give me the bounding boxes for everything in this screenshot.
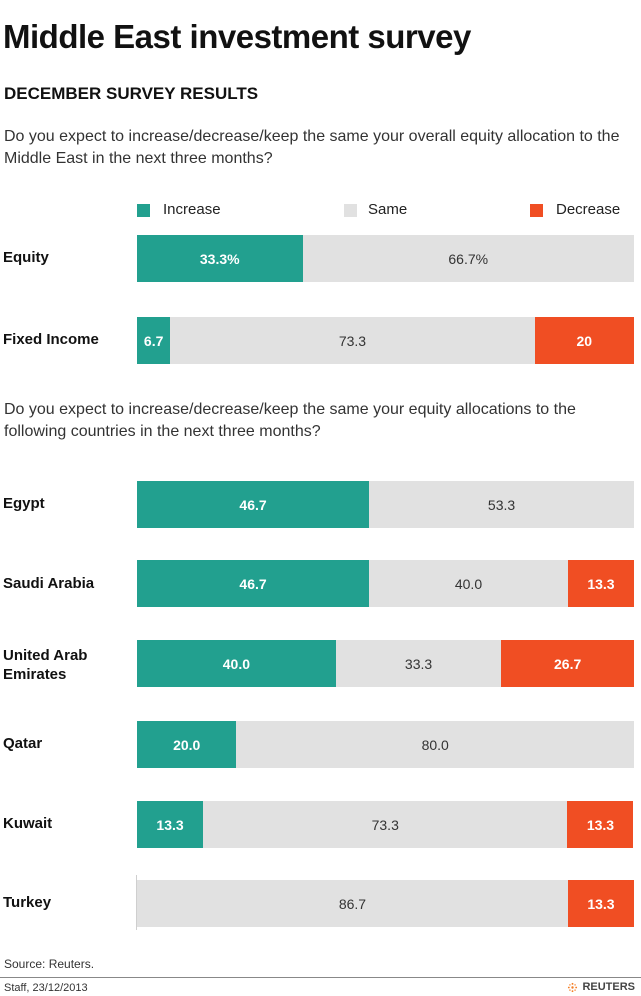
bar-segment-same: 40.0 xyxy=(369,560,568,607)
data-label: 73.3 xyxy=(371,816,399,833)
stacked-bar: 13.3 73.3 13.3 xyxy=(137,801,634,848)
row-label: Equity xyxy=(3,249,49,266)
bar-segment-decrease: 13.3 xyxy=(567,880,634,927)
stacked-bar: 40.0 33.3 26.7 xyxy=(137,640,634,687)
bar-segment-decrease: 26.7 xyxy=(501,640,634,687)
bar-segment-same: 33.3 xyxy=(335,640,502,687)
data-label: 80.0 xyxy=(421,736,449,753)
footer-divider xyxy=(0,977,641,978)
legend-swatch-increase xyxy=(137,204,150,217)
row-label: Kuwait xyxy=(3,815,53,832)
data-label: 13.3 xyxy=(587,575,615,592)
bar-segment-increase: 40.0 xyxy=(137,640,336,687)
legend-swatch-same xyxy=(344,204,357,217)
bar-segment-decrease: 13.3 xyxy=(567,801,634,848)
question-country-allocation: Do you expect to increase/decrease/keep … xyxy=(4,401,576,440)
legend-label-increase: Increase xyxy=(163,201,221,218)
data-label: 46.7 xyxy=(239,496,267,513)
data-label: 46.7 xyxy=(239,575,267,592)
bar-segment-increase: 13.3 xyxy=(137,801,204,848)
data-label: 66.7% xyxy=(448,250,489,267)
bar-segment-decrease: 13.3 xyxy=(567,560,634,607)
row-label: Egypt xyxy=(3,495,45,512)
bar-segment-decrease: 20 xyxy=(534,317,634,364)
bar-segment-same: 73.3 xyxy=(170,317,535,364)
bar-segment-same: 80.0 xyxy=(236,721,634,768)
bar-segment-increase: 46.7 xyxy=(137,560,370,607)
data-label: 86.7 xyxy=(338,895,367,912)
bar-segment-same: 73.3 xyxy=(203,801,568,848)
legend-swatch-decrease xyxy=(530,204,543,217)
bar-segment-same: 66.7% xyxy=(302,235,634,282)
data-label: 53.3 xyxy=(487,496,516,513)
data-label: 33.3% xyxy=(199,250,240,267)
chart-subtitle: DECEMBER SURVEY RESULTS xyxy=(4,84,259,103)
bar-segment-same: 53.3 xyxy=(369,481,634,528)
row-label: Fixed Income xyxy=(3,331,99,348)
row-label: Qatar xyxy=(3,735,43,752)
axis-line xyxy=(136,875,137,930)
source-note: Source: Reuters. xyxy=(4,957,95,971)
data-label: 73.3 xyxy=(338,332,367,349)
stacked-bar: 20.0 80.0 xyxy=(137,721,634,768)
reuters-logo: REUTERS xyxy=(567,981,635,993)
data-label: 13.3 xyxy=(156,816,184,833)
stacked-bar: 46.7 40.0 13.3 xyxy=(137,560,634,607)
data-label: 26.7 xyxy=(554,655,582,672)
chart-title: Middle East investment survey xyxy=(3,18,471,55)
data-label: 6.7 xyxy=(143,332,164,349)
reuters-logo-icon xyxy=(568,982,578,992)
row-label: United Arab Emirates xyxy=(3,647,88,683)
data-label: 20.0 xyxy=(173,736,201,753)
question-overall-allocation: Do you expect to increase/decrease/keep … xyxy=(4,128,620,167)
legend-label-same: Same xyxy=(368,201,408,218)
bar-segment-increase: 6.7 xyxy=(137,317,171,364)
bar-segment-increase: 20.0 xyxy=(137,721,237,768)
stacked-bar: 46.7 53.3 xyxy=(137,481,634,528)
data-label: 13.3 xyxy=(586,816,615,833)
legend-label-decrease: Decrease xyxy=(556,201,621,218)
reuters-logo-text: REUTERS xyxy=(582,981,635,993)
data-label: 40.0 xyxy=(454,575,483,592)
row-label: Saudi Arabia xyxy=(3,575,95,592)
bar-segment-increase: 46.7 xyxy=(137,481,370,528)
credit-line: Staff, 23/12/2013 xyxy=(4,982,88,994)
data-label: 33.3 xyxy=(404,655,433,672)
bar-segment-same: 86.7 xyxy=(137,880,568,927)
stacked-bar: 33.3% 66.7% xyxy=(137,235,634,282)
stacked-bar: 6.7 73.3 20 xyxy=(137,317,634,364)
row-label: Turkey xyxy=(3,894,52,911)
data-label: 40.0 xyxy=(222,655,251,672)
stacked-bar: 86.7 13.3 xyxy=(137,880,634,927)
data-label: 20 xyxy=(576,332,593,349)
data-label: 13.3 xyxy=(587,895,615,912)
bar-segment-increase: 33.3% xyxy=(137,235,303,282)
